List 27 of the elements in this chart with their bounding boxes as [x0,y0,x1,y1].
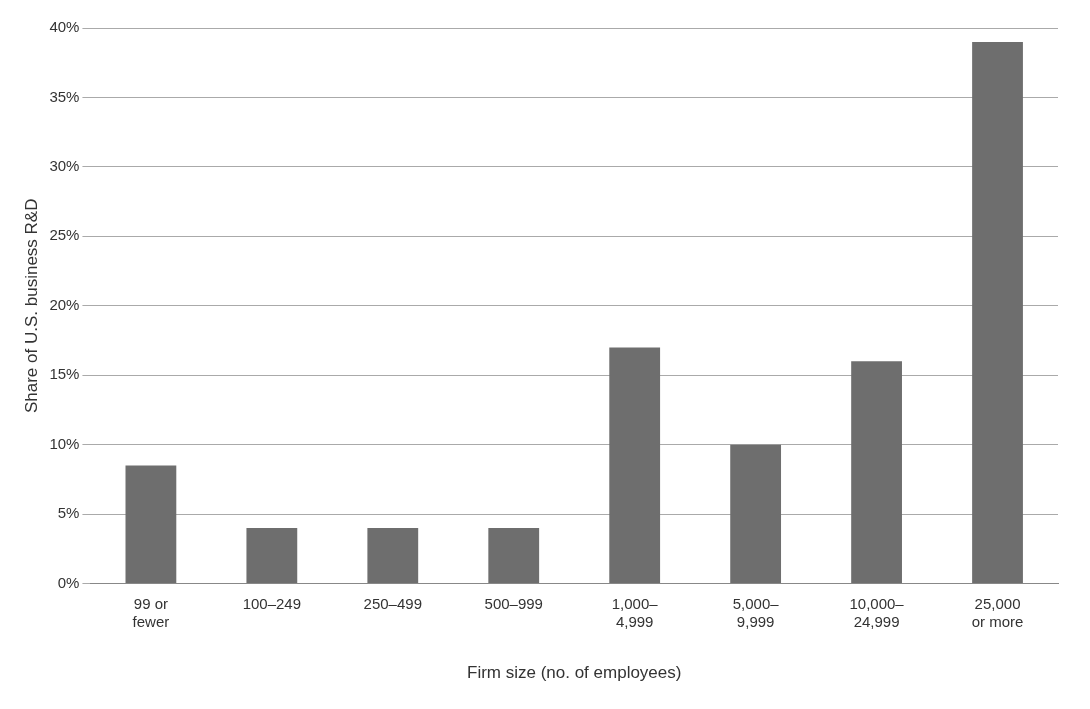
bar [730,444,782,584]
y-tick-label: 10% [49,434,80,452]
bar [367,528,419,584]
bar [609,347,661,584]
y-tick-label: 40% [49,18,80,36]
bar [125,465,177,584]
y-tick-label: 20% [49,295,80,313]
x-tick-label: 1,000– 4,999 [611,594,659,630]
y-axis-title: Share of U.S. business R&D [21,198,41,414]
x-tick-label: 100–249 [242,594,302,612]
bar [246,528,298,584]
y-tick-label: 0% [57,573,80,591]
y-tick-label: 30% [49,157,80,175]
x-tick-label: 10,000– 24,999 [849,594,905,630]
bar [488,528,540,584]
x-tick-label: 99 or fewer [132,594,170,630]
bar [972,41,1023,584]
bar [851,361,902,584]
y-tick-label: 5% [57,504,80,522]
y-tick-label: 25% [49,226,80,244]
x-tick-label: 5,000– 9,999 [732,594,780,630]
y-tick-label: 15% [49,365,80,383]
x-tick-label: 25,000 or more [971,594,1024,630]
x-tick-label: 250–499 [363,594,422,612]
x-tick-label: 500–999 [484,594,543,612]
x-axis-title: Firm size (no. of employees) [466,663,682,683]
y-tick-label: 35% [49,87,80,105]
